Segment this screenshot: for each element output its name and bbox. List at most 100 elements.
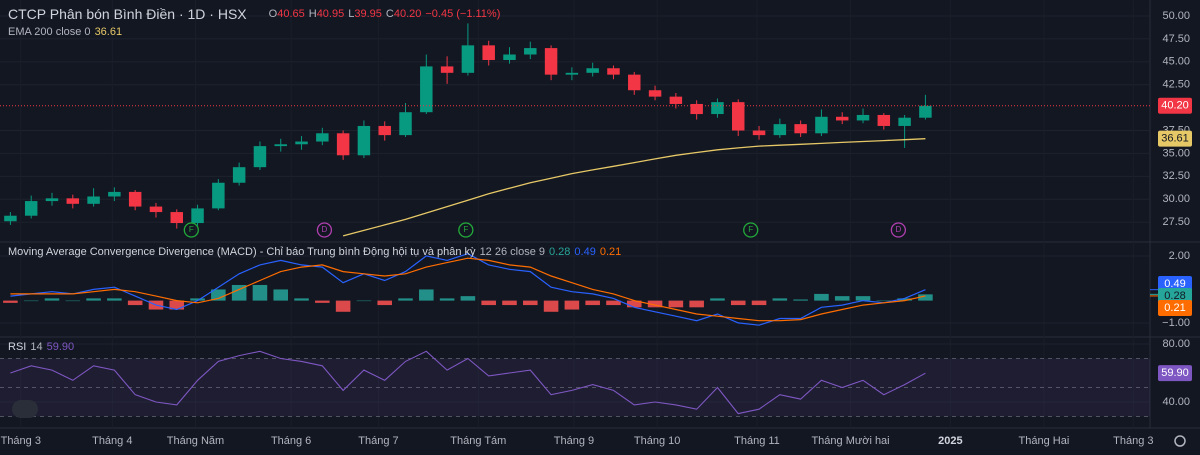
ohlc-label: O (268, 8, 278, 20)
candle-body (357, 125, 371, 156)
event-label: F (748, 225, 753, 234)
indicator-value: 59.90 (46, 341, 75, 353)
histogram-bar (65, 300, 81, 302)
candle-body (628, 74, 641, 91)
histogram-bar (834, 296, 850, 301)
indicator-name[interactable]: RSI (8, 341, 27, 353)
candle-body (45, 198, 59, 202)
event-marker (316, 222, 333, 238)
event-marker (890, 222, 907, 238)
candle-body (732, 102, 745, 131)
indicator-name[interactable]: EMA 200 close 0 (8, 26, 91, 38)
ohlc-label: C (385, 8, 394, 20)
candle-body (877, 114, 891, 126)
histogram-bar (190, 298, 205, 301)
candle-body (420, 66, 433, 113)
ohlc-label: L (348, 8, 355, 20)
candle-body (835, 116, 849, 121)
rsi-line (10, 350, 926, 415)
event-marker (183, 222, 199, 238)
indicator-value: 0.28 (549, 246, 571, 258)
histogram-bar (169, 300, 185, 310)
x-tick-label: Tháng 3 (1113, 435, 1153, 447)
histogram-bar (606, 300, 621, 306)
rsi-legend: RSI 14 59.90 (8, 341, 74, 353)
candle-body (336, 133, 350, 156)
ema-last-label-bg (1158, 130, 1192, 147)
histogram-bar (252, 284, 268, 301)
x-tick-label: Tháng 6 (271, 435, 311, 447)
x-tick-label: 2025 (938, 435, 962, 447)
histogram-bar (460, 296, 476, 301)
histogram-bar (647, 300, 663, 308)
candle-body (149, 206, 163, 213)
histogram-bar (710, 298, 725, 301)
histogram-bar (44, 298, 60, 301)
last-price-label-bg (1158, 97, 1192, 114)
histogram-bar (377, 300, 392, 306)
candle-body (586, 68, 599, 73)
candle-body (295, 141, 308, 145)
x-tick-label: Tháng 10 (634, 435, 680, 447)
y-tick-label: 32.50 (1162, 170, 1190, 182)
indicator-name[interactable]: Moving Average Convergence Divergence (M… (8, 246, 476, 258)
candle-body (544, 48, 558, 75)
macd-line (10, 253, 926, 326)
ohlc-value: 40.95 (316, 8, 345, 20)
histogram-bar (523, 300, 538, 306)
symbol-title[interactable]: CTCP Phân bón Bình Điền · 1D · HSX (8, 6, 247, 22)
histogram-bar (730, 300, 746, 306)
candle-body (794, 124, 807, 134)
y-tick-label: 30.00 (1162, 193, 1190, 205)
indicator-params: 14 (30, 341, 43, 353)
candle-body (503, 54, 516, 60)
histogram-bar (543, 300, 559, 312)
candle-body (4, 215, 17, 222)
header: CTCP Phân bón Bình Điền · 1D · HSX O 40.6… (8, 6, 500, 22)
histogram-bar (689, 300, 704, 308)
macd-legend: Moving Average Convergence Divergence (M… (8, 246, 621, 258)
x-tick-label: Tháng Mười hai (811, 435, 889, 447)
histogram-bar (502, 300, 517, 306)
rsi-last-label-bg (1158, 365, 1192, 382)
histogram-bar (855, 296, 871, 301)
x-tick-label: Tháng 11 (734, 435, 780, 447)
ema-legend: EMA 200 close 0 36.61 (8, 26, 122, 38)
candle-body (919, 105, 932, 118)
histogram-bar (772, 298, 788, 301)
candle-body (274, 144, 287, 147)
histogram-bar (356, 300, 372, 302)
histogram-bar (897, 298, 912, 301)
y-tick-label: 2.00 (1169, 250, 1190, 262)
candle-body (690, 103, 703, 115)
histogram-bar (398, 298, 413, 301)
y-tick-label: −1.00 (1162, 317, 1190, 329)
candle-body (316, 133, 329, 142)
candle-body (815, 116, 828, 134)
candle-body (440, 66, 454, 73)
candle-body (191, 208, 204, 224)
y-tick-label: 40.00 (1162, 396, 1190, 408)
candle-body (524, 48, 537, 55)
histogram-bar (294, 298, 309, 301)
x-tick-label: Tháng Tám (450, 435, 506, 447)
event-label: D (895, 225, 901, 234)
event-marker (743, 222, 759, 238)
rsi-last-label: 59.90 (1161, 367, 1189, 379)
histogram-bar (273, 289, 289, 301)
x-tick-label: Tháng 4 (92, 435, 132, 447)
logo (12, 400, 38, 418)
x-tick-label: Tháng 3 (1, 435, 41, 447)
ema-last-label: 36.61 (1161, 133, 1189, 145)
histogram-bar (86, 298, 101, 301)
candle-body (711, 102, 724, 115)
candle-body (170, 212, 184, 224)
indicator-value: 0.49 (574, 246, 596, 258)
event-label: F (463, 225, 468, 234)
y-tick-label: 27.50 (1162, 216, 1190, 228)
histogram-bar (23, 300, 39, 302)
ema-line (342, 138, 926, 237)
macd-line (10, 257, 926, 322)
histogram-bar (211, 289, 226, 301)
